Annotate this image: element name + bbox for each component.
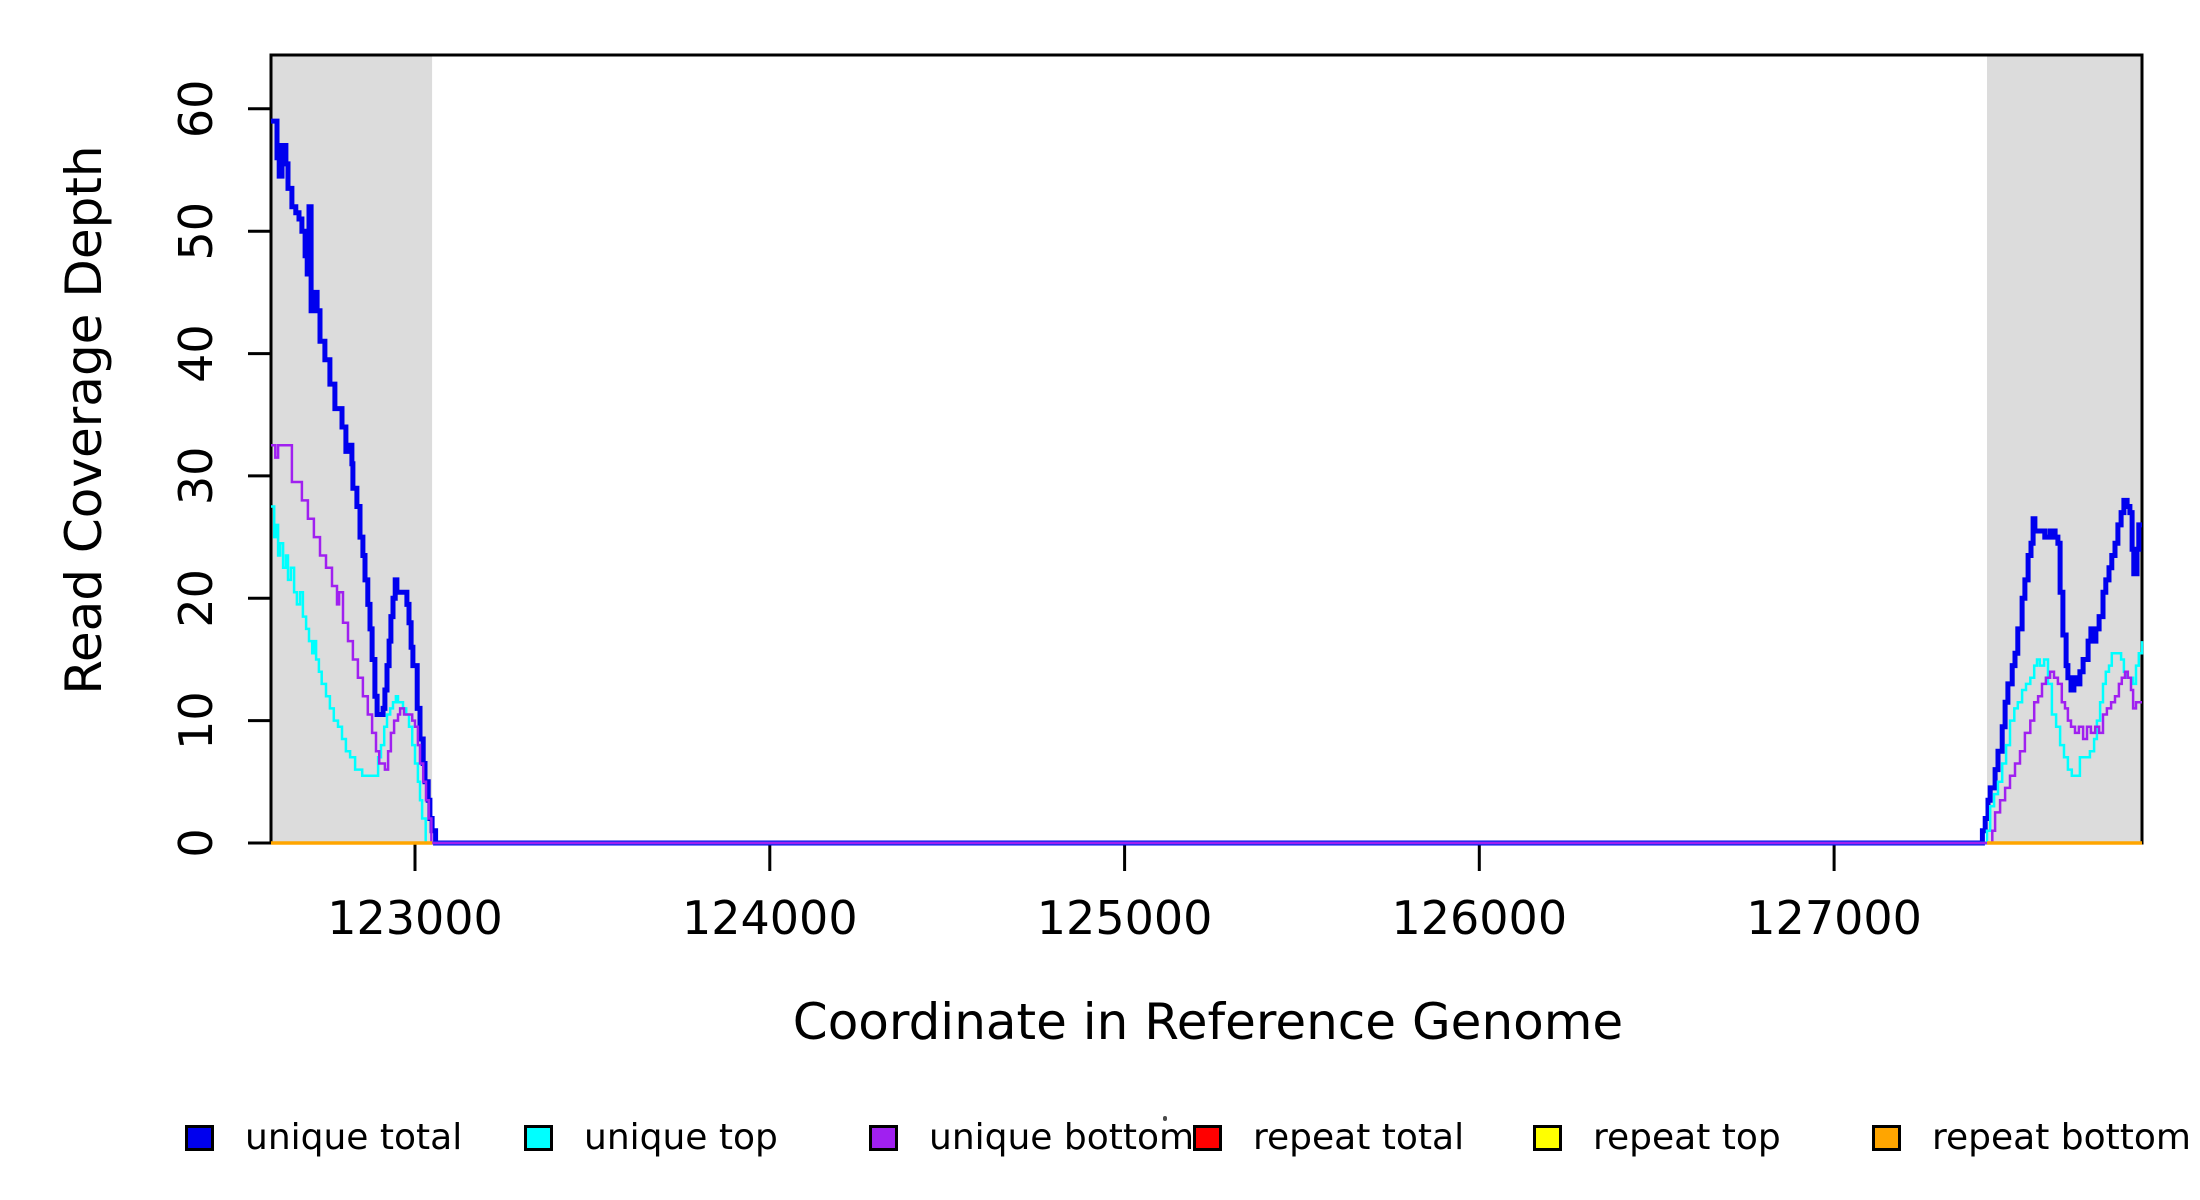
svg-text:125000: 125000 [1037,891,1213,945]
svg-text:123000: 123000 [327,891,503,945]
svg-text:40: 40 [169,324,223,383]
svg-text:50: 50 [169,202,223,261]
plot-border [269,53,2144,845]
svg-text:124000: 124000 [682,891,858,945]
svg-text:127000: 127000 [1746,891,1922,945]
svg-text:10: 10 [169,691,223,750]
series-unique-bottom [271,444,2142,845]
svg-text:30: 30 [169,447,223,506]
series-unique-total [271,118,2142,846]
svg-text:126000: 126000 [1391,891,1567,945]
svg-text:20: 20 [169,569,223,628]
x-axis-title: Coordinate in Reference Genome [792,993,1624,1051]
y-axis-ticks: 0 10 20 30 40 50 60 [169,80,271,858]
repeat-region-band [1987,55,2142,843]
svg-text:0: 0 [169,828,223,857]
svg-text:60: 60 [169,80,223,139]
x-axis-ticks: 123000 124000 125000 126000 127000 [327,843,1922,945]
series-unique-top [271,505,2144,845]
y-axis-title: Read Coverage Depth [55,145,113,695]
